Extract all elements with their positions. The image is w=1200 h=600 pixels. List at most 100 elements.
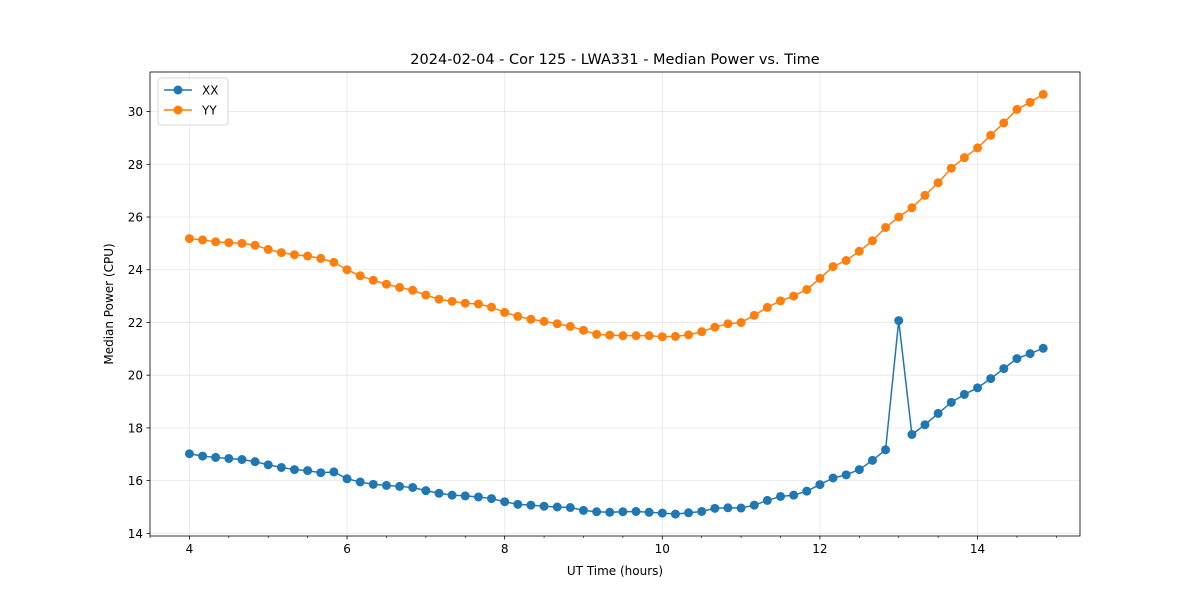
series-xx-point <box>959 389 969 399</box>
series-xx-point <box>749 500 759 510</box>
series-yy-point <box>907 203 917 213</box>
series-xx-point <box>460 491 470 501</box>
series-xx <box>184 316 1048 519</box>
series-xx-point <box>657 508 667 518</box>
series-xx-point <box>907 430 917 439</box>
series-yy-point <box>736 317 746 327</box>
series-yy-point <box>986 130 996 140</box>
series-xx-point <box>881 445 891 455</box>
series-yy-point <box>710 322 720 332</box>
series-xx-point <box>355 477 365 487</box>
y-tick-label: 24 <box>128 263 143 277</box>
series-yy-point <box>959 153 969 163</box>
series-xx-point <box>920 420 930 430</box>
series-yy-point <box>881 223 891 233</box>
series-yy-point <box>303 251 313 261</box>
series-yy-point <box>578 325 588 335</box>
series-xx-point <box>434 488 444 498</box>
series-xx-point <box>552 502 562 512</box>
series-xx-point <box>316 468 326 478</box>
series-yy-point <box>434 294 444 304</box>
series-xx-point <box>395 481 405 491</box>
series-yy-point <box>894 212 904 222</box>
legend-marker-yy <box>173 105 183 115</box>
x-axis-label: UT Time (hours) <box>567 564 663 578</box>
series-xx-point <box>802 486 812 496</box>
y-tick-label: 18 <box>128 421 143 435</box>
series-yy-point <box>224 238 234 248</box>
series-yy-point <box>1038 89 1048 99</box>
y-tick-label: 14 <box>128 527 143 541</box>
legend: XX YY <box>157 77 229 126</box>
series-yy-point <box>552 319 562 329</box>
series-xx-point <box>776 491 786 501</box>
series-yy-point <box>342 265 352 275</box>
series-group <box>184 89 1048 519</box>
series-yy-point <box>526 314 536 324</box>
series-yy-point <box>946 163 956 173</box>
y-tick-label: 16 <box>128 474 143 488</box>
series-yy-point <box>276 248 286 258</box>
series-xx-point <box>815 480 825 490</box>
series-xx-point <box>684 508 694 518</box>
series-xx-point <box>789 490 799 500</box>
series-xx-point <box>618 507 628 517</box>
series-yy-point <box>539 316 549 326</box>
series-xx-point <box>237 455 247 465</box>
y-axis: 14 16 18 20 22 24 26 28 30 <box>128 105 150 541</box>
series-xx-point <box>986 374 996 384</box>
series-xx-point <box>473 492 483 502</box>
series-xx-point <box>723 503 733 513</box>
series-xx-point <box>697 506 707 516</box>
y-tick-label: 30 <box>128 105 143 119</box>
series-yy-point <box>605 330 615 340</box>
series-yy-point <box>592 329 602 339</box>
series-yy-point <box>999 118 1009 128</box>
series-yy-point <box>697 327 707 337</box>
series-xx-point <box>578 505 588 515</box>
series-yy-point <box>513 311 523 321</box>
series-xx-point <box>447 490 457 500</box>
x-tick-label: 4 <box>186 542 194 556</box>
series-yy-point <box>802 285 812 294</box>
series-xx-point <box>1012 354 1022 364</box>
series-xx-point <box>486 494 496 504</box>
series-xx-point <box>867 455 877 465</box>
series-xx-point <box>250 457 260 467</box>
series-yy-point <box>565 321 575 331</box>
series-yy-point <box>684 330 694 340</box>
series-xx-point <box>946 397 956 407</box>
legend-marker-xx <box>173 85 183 95</box>
series-xx-point <box>198 451 208 461</box>
series-yy-point <box>789 291 799 301</box>
series-xx-point <box>329 467 339 477</box>
series-xx-point <box>303 466 313 476</box>
series-yy-point <box>749 310 759 320</box>
plot-frame <box>149 71 1081 537</box>
series-yy-point <box>920 190 930 200</box>
series-xx-point <box>289 465 299 475</box>
series-yy-point <box>316 253 326 263</box>
series-xx-point <box>644 507 654 517</box>
series-xx-point <box>342 474 352 484</box>
y-tick-label: 26 <box>128 211 143 225</box>
series-xx-point <box>605 507 615 517</box>
series-xx-point <box>999 364 1009 374</box>
series-yy-point <box>486 302 496 312</box>
series-xx-point <box>500 497 510 507</box>
series-xx-point <box>894 316 904 326</box>
series-xx-point <box>276 462 286 472</box>
series-yy-point <box>447 296 457 306</box>
series-xx-point <box>421 486 431 496</box>
series-xx-point <box>565 503 575 513</box>
series-xx-point <box>736 503 746 513</box>
series-yy-point <box>184 234 194 244</box>
series-yy-point <box>657 332 667 342</box>
series-xx-point <box>841 470 851 480</box>
series-xx-point <box>710 503 720 513</box>
series-yy-point <box>237 238 247 248</box>
series-xx-point <box>408 482 418 492</box>
series-yy-point <box>670 331 680 341</box>
series-yy-point <box>500 307 510 317</box>
